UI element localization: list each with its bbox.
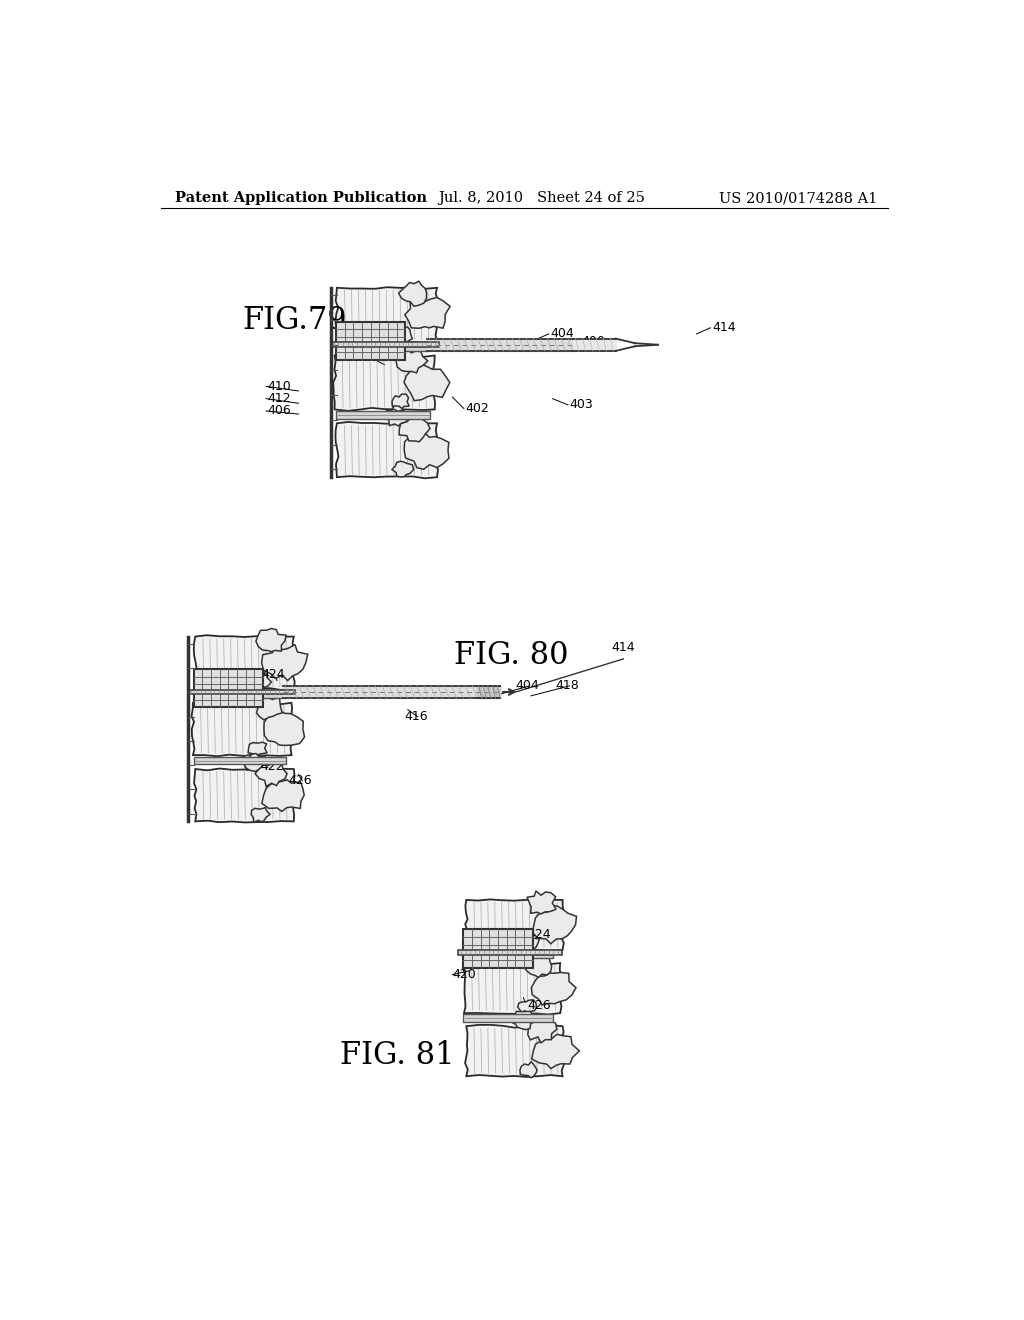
Polygon shape xyxy=(511,1011,532,1026)
Polygon shape xyxy=(194,669,263,708)
Polygon shape xyxy=(527,1016,557,1043)
Text: 424: 424 xyxy=(261,668,285,681)
Polygon shape xyxy=(510,949,534,966)
Text: FIG. 81: FIG. 81 xyxy=(340,1040,455,1071)
Text: 424: 424 xyxy=(527,928,551,941)
Polygon shape xyxy=(527,891,556,913)
Polygon shape xyxy=(386,405,408,425)
Polygon shape xyxy=(262,780,304,812)
Polygon shape xyxy=(247,686,269,702)
Polygon shape xyxy=(195,768,295,822)
Text: 403: 403 xyxy=(569,399,593,412)
Polygon shape xyxy=(520,1061,537,1077)
Polygon shape xyxy=(392,461,414,477)
Polygon shape xyxy=(194,635,295,690)
Text: 416: 416 xyxy=(403,710,428,723)
Polygon shape xyxy=(252,673,271,689)
Text: 412: 412 xyxy=(267,392,291,405)
Polygon shape xyxy=(264,710,304,746)
Text: 404: 404 xyxy=(515,680,540,693)
Polygon shape xyxy=(463,929,532,968)
Text: US 2010/0174288 A1: US 2010/0174288 A1 xyxy=(719,191,878,206)
Text: 406: 406 xyxy=(267,404,292,417)
Polygon shape xyxy=(531,973,575,1005)
Text: FIG.79: FIG.79 xyxy=(243,305,347,335)
Polygon shape xyxy=(531,1034,580,1069)
Polygon shape xyxy=(464,961,561,1015)
Polygon shape xyxy=(392,395,410,409)
Polygon shape xyxy=(404,297,451,329)
Polygon shape xyxy=(385,409,409,426)
Polygon shape xyxy=(522,936,540,952)
Polygon shape xyxy=(463,950,553,958)
Polygon shape xyxy=(404,364,450,401)
Polygon shape xyxy=(336,322,406,360)
Polygon shape xyxy=(191,701,292,756)
Text: 410: 410 xyxy=(267,380,292,393)
Polygon shape xyxy=(336,411,430,418)
Polygon shape xyxy=(248,742,267,756)
Polygon shape xyxy=(336,343,430,351)
Polygon shape xyxy=(194,756,286,764)
Polygon shape xyxy=(382,342,403,356)
Polygon shape xyxy=(463,1014,553,1022)
Polygon shape xyxy=(255,762,287,787)
Text: 426: 426 xyxy=(289,774,312,787)
Polygon shape xyxy=(532,906,577,944)
Polygon shape xyxy=(398,281,427,306)
Text: 426: 426 xyxy=(527,999,551,1012)
Polygon shape xyxy=(245,754,265,771)
Text: Patent Application Publication: Patent Application Publication xyxy=(175,191,427,206)
Text: Jul. 8, 2010   Sheet 24 of 25: Jul. 8, 2010 Sheet 24 of 25 xyxy=(438,191,645,206)
Text: 404: 404 xyxy=(550,327,574,341)
Text: FIG. 80: FIG. 80 xyxy=(454,640,568,671)
Polygon shape xyxy=(261,644,308,681)
Polygon shape xyxy=(465,899,564,950)
Text: 414: 414 xyxy=(611,640,636,653)
Polygon shape xyxy=(194,690,286,698)
Polygon shape xyxy=(517,946,537,964)
Polygon shape xyxy=(336,422,438,478)
Text: 402: 402 xyxy=(466,403,489,416)
Polygon shape xyxy=(465,1024,564,1077)
Polygon shape xyxy=(518,999,537,1014)
Polygon shape xyxy=(188,689,295,694)
Polygon shape xyxy=(336,288,438,343)
Polygon shape xyxy=(404,432,449,469)
Polygon shape xyxy=(333,355,435,411)
Polygon shape xyxy=(523,956,552,977)
Text: 400: 400 xyxy=(581,335,605,348)
Text: 420: 420 xyxy=(232,681,256,694)
Text: 420: 420 xyxy=(453,968,476,981)
Polygon shape xyxy=(396,350,428,372)
Polygon shape xyxy=(458,950,562,954)
Polygon shape xyxy=(256,628,286,652)
Text: 418: 418 xyxy=(556,680,580,693)
Polygon shape xyxy=(242,754,265,770)
Polygon shape xyxy=(241,688,263,705)
Polygon shape xyxy=(392,327,413,343)
Polygon shape xyxy=(331,342,438,347)
Polygon shape xyxy=(399,417,430,442)
Text: 422: 422 xyxy=(260,760,284,774)
Polygon shape xyxy=(255,696,283,719)
Polygon shape xyxy=(387,341,410,358)
Polygon shape xyxy=(512,1011,535,1030)
Polygon shape xyxy=(251,808,270,822)
Text: 414: 414 xyxy=(712,321,735,334)
Text: 408: 408 xyxy=(367,348,391,362)
